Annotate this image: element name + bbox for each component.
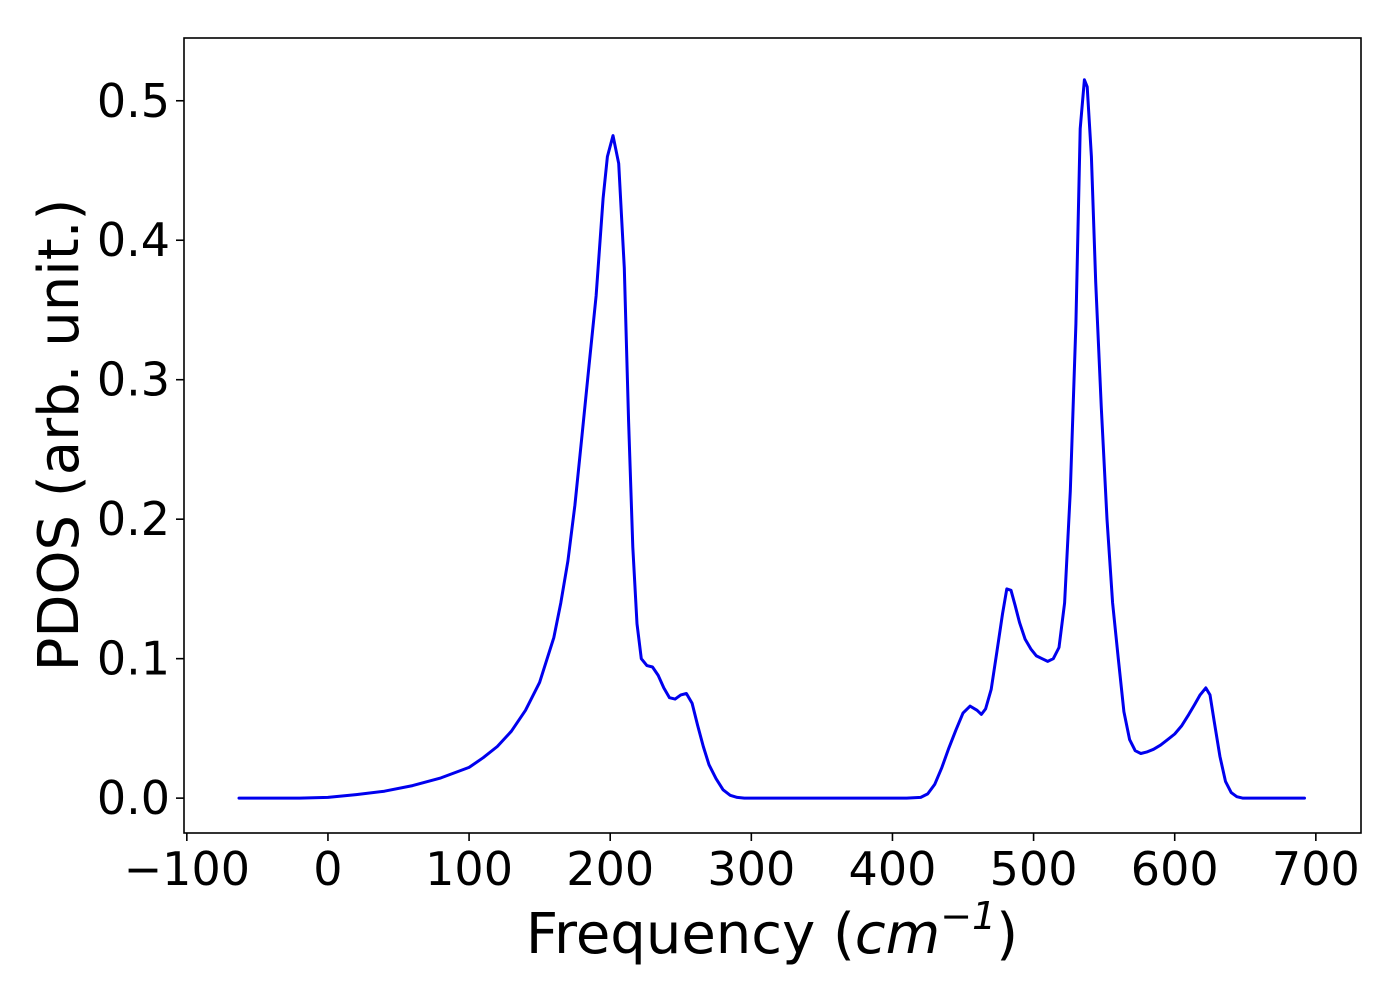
y-tick-label: 0.3 [97,353,170,407]
x-axis-unit-exponent: −1 [940,894,996,938]
series-layer [237,78,1306,800]
x-tick-label: 700 [1272,842,1360,896]
pdos-series-line [237,78,1306,800]
x-axis-label-prefix: Frequency ( [526,902,855,967]
y-tick-label: 0.5 [97,74,170,128]
y-tick-label: 0.2 [97,492,170,546]
x-tick-label: 0 [313,842,342,896]
x-axis-unit-base: cm [855,902,940,967]
x-axis-label-suffix: ) [996,902,1018,967]
x-axis-label: Frequency (cm−1) [526,894,1018,967]
x-tick-label: 400 [849,842,937,896]
x-tick-label: 600 [1131,842,1219,896]
x-tick-label: 300 [707,842,795,896]
y-tick-label: 0.0 [97,771,170,825]
x-tick-label: 500 [990,842,1078,896]
y-axis-label: PDOS (arb. unit.) [27,199,92,672]
y-tick-label: 0.1 [97,632,170,686]
ticks-layer: −100 0 100 200 300 400 500 600 700 0.0 0.1 0.2 0.3 0.… [97,74,1360,896]
x-tick-label: −100 [124,842,250,896]
x-tick-label: 200 [566,842,654,896]
plot-frame [183,37,1362,834]
x-tick-label: 100 [425,842,513,896]
y-tick-label: 0.4 [97,213,170,267]
